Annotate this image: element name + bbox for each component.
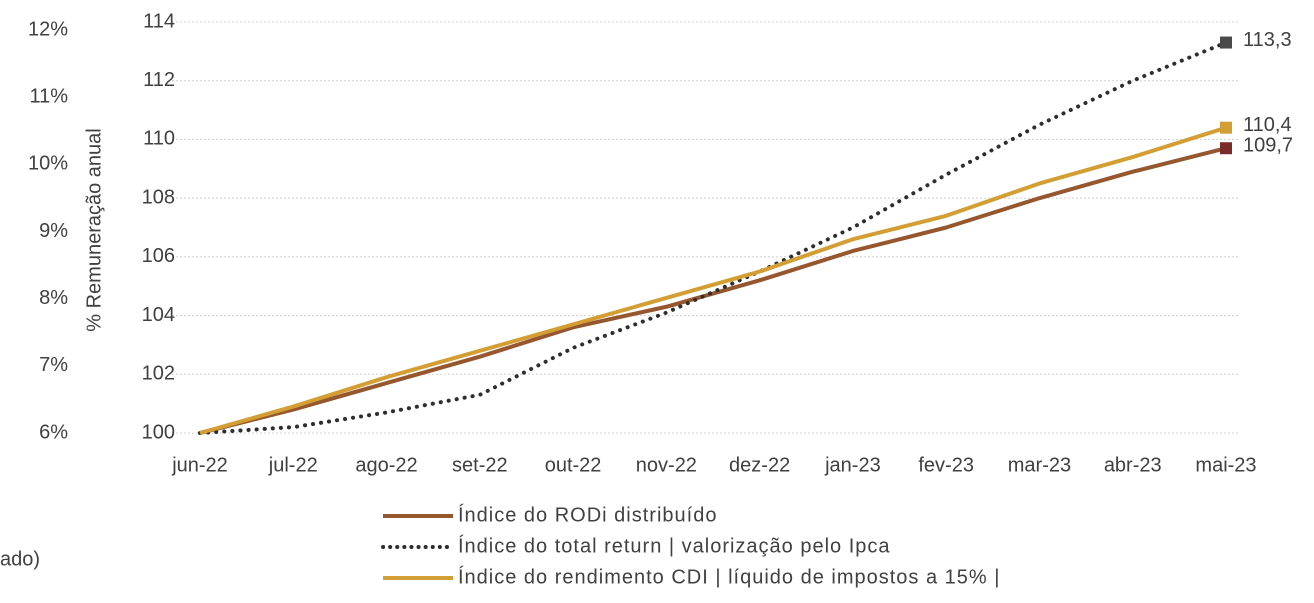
legend-label: Índice do RODi distribuído	[458, 503, 717, 526]
series-line	[199, 125, 1227, 435]
x-tick-label: ago-22	[355, 454, 417, 476]
end-marker	[1220, 36, 1232, 49]
x-tick-label: set-22	[452, 454, 508, 476]
data-label: 109,7	[1243, 135, 1293, 157]
x-tick-label: jul-22	[268, 454, 318, 476]
x-tick-label: jan-23	[824, 454, 881, 476]
y2-tick-label: 12%	[28, 18, 68, 40]
series-line	[199, 146, 1227, 435]
y-tick-label: 108	[142, 186, 175, 208]
x-tick-label: fev-23	[918, 454, 974, 476]
x-tick-label: jun-22	[171, 454, 228, 476]
y-tick-label: 106	[142, 245, 175, 267]
y-tick-label: 102	[142, 363, 175, 385]
x-tick-label: abr-23	[1104, 454, 1162, 476]
data-label: 113,3	[1243, 29, 1292, 51]
y2-tick-label: 7%	[39, 354, 68, 376]
series-line	[198, 40, 1228, 435]
x-tick-label: out-22	[545, 454, 602, 476]
y2-tick-label: 11%	[29, 85, 68, 107]
y-tick-label: 100	[142, 421, 175, 443]
x-tick-label: mai-23	[1195, 454, 1256, 476]
legend-label: Índice do total return | valorização pel…	[458, 534, 891, 557]
x-tick-label: mar-23	[1008, 454, 1071, 476]
end-marker	[1220, 142, 1232, 155]
x-tick-label: dez-22	[729, 454, 790, 476]
y-tick-label: 110	[143, 128, 175, 150]
data-label: 110,4	[1243, 114, 1292, 136]
end-marker	[1220, 121, 1232, 134]
y2-tick-label: 6%	[39, 421, 68, 443]
y2-tick-label: 10%	[28, 153, 68, 175]
y2-axis-label: % Remuneração anual	[83, 128, 105, 331]
x-tick-label: nov-22	[636, 454, 697, 476]
y2-tick-label: 9%	[39, 220, 68, 242]
y2-tick-label: 8%	[39, 287, 68, 309]
y-tick-label: 112	[143, 69, 175, 91]
annotation: ado)	[0, 548, 40, 570]
legend-label: Índice do rendimento CDI | líquido de im…	[458, 565, 1000, 588]
y-tick-label: 104	[142, 304, 175, 326]
y-tick-label: 114	[143, 10, 175, 32]
